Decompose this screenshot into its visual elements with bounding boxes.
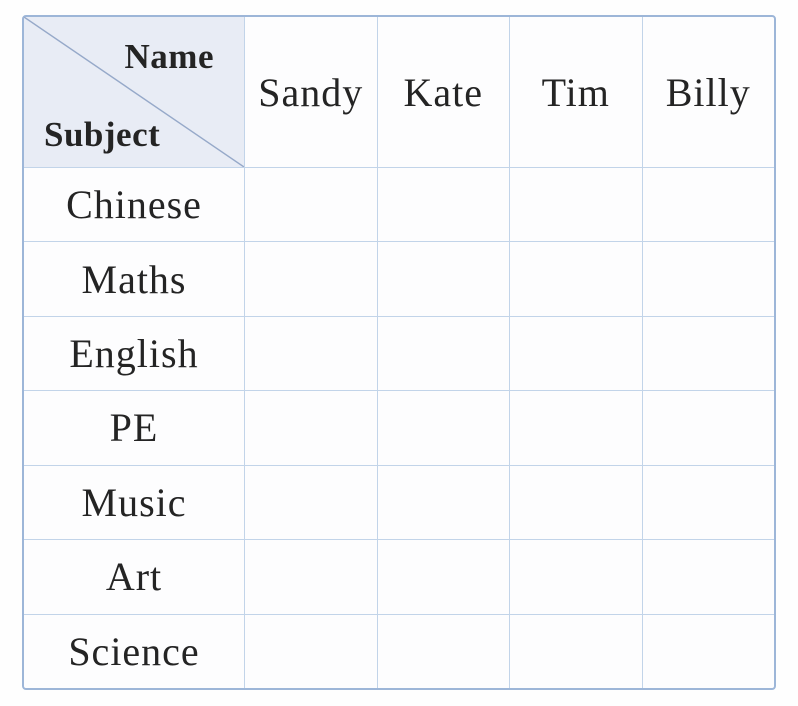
table-cell [376,315,509,391]
table-cell [641,241,774,316]
row-label: PE [24,390,244,464]
table-cell [509,241,642,316]
table-cell [641,539,774,614]
table-cell [244,539,377,614]
table-cell [509,464,642,540]
table-cell [376,539,509,614]
table-cell [641,613,774,688]
table-cell [376,241,509,316]
column-header-sandy: Sandy [244,17,377,167]
row-label: Art [24,539,244,613]
table-cell [641,390,774,465]
table-cell [509,613,642,688]
corner-name-label: Name [124,37,214,76]
row-label: Music [24,464,244,539]
table-cell [509,390,642,465]
table-cell [244,390,377,465]
table-grid: Name Subject Sandy Kate Tim Billy Chines… [24,17,774,688]
worksheet-table: Name Subject Sandy Kate Tim Billy Chines… [22,15,776,690]
row-label: Maths [24,241,244,315]
table-cell [641,464,774,540]
column-header-kate: Kate [376,17,510,167]
table-cell [509,539,642,614]
table-cell [509,167,642,242]
table-cell [244,613,377,688]
column-header-billy: Billy [641,17,775,167]
table-cell [376,464,509,540]
column-header-tim: Tim [509,17,642,167]
corner-subject-label: Subject [44,115,161,154]
table-cell [641,167,774,242]
table-cell [244,464,377,540]
table-cell [376,167,509,242]
table-cell [376,613,509,688]
table-cell [509,315,642,391]
diagonal-divider-icon [24,17,244,167]
table-cell [641,315,774,391]
row-label: Science [24,613,244,688]
table-cell [376,390,509,465]
table-cell [244,167,377,242]
row-label: English [24,315,244,390]
table-cell [244,241,377,316]
corner-cell: Name Subject [24,17,244,167]
row-label: Chinese [24,167,244,241]
table-cell [244,315,377,391]
